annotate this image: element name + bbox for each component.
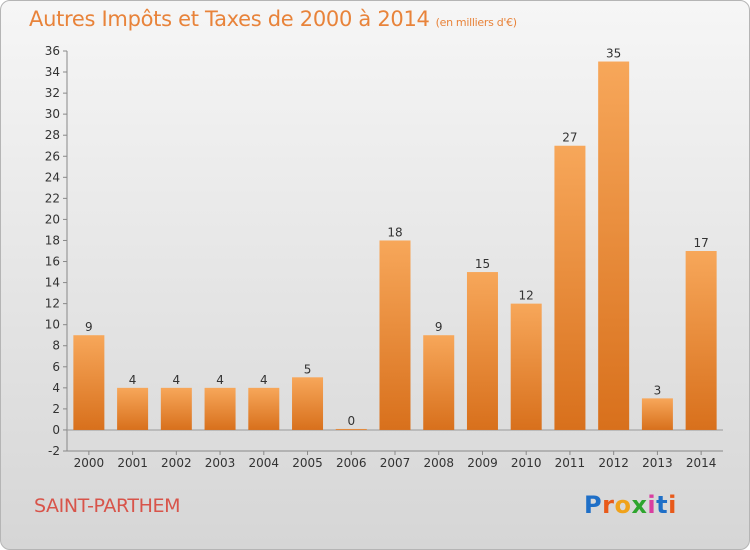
y-tick-label: 36	[45, 44, 60, 58]
value-label: 5	[304, 362, 312, 376]
x-tick-label: 2014	[686, 456, 717, 470]
bar	[641, 398, 673, 430]
bar	[117, 387, 149, 430]
x-tick-label: 2012	[598, 456, 629, 470]
x-tick-label: 2013	[642, 456, 673, 470]
y-tick-label: 12	[45, 297, 60, 311]
bar	[510, 303, 542, 430]
value-label: 4	[173, 373, 181, 387]
value-label: 15	[475, 257, 490, 271]
bar	[379, 240, 411, 430]
value-label: 4	[260, 373, 268, 387]
y-tick-label: 30	[45, 107, 60, 121]
y-tick-label: 10	[45, 318, 60, 332]
value-label: 3	[654, 383, 662, 397]
y-tick-label: 2	[52, 402, 60, 416]
bar	[598, 61, 630, 430]
y-tick-label: 14	[45, 276, 60, 290]
logo-letter: i	[647, 491, 657, 519]
y-tick-label: 20	[45, 212, 60, 226]
logo-letter: x	[631, 491, 648, 519]
value-label: 12	[519, 289, 534, 303]
bar	[335, 428, 367, 430]
x-tick-label: 2011	[555, 456, 586, 470]
y-tick-label: 0	[52, 423, 60, 437]
y-tick-label: 6	[52, 360, 60, 374]
x-tick-label: 2009	[467, 456, 498, 470]
y-tick-label: 8	[52, 339, 60, 353]
value-label: 17	[693, 236, 708, 250]
value-label: 0	[347, 414, 355, 428]
y-tick-label: 18	[45, 233, 60, 247]
y-tick-label: 26	[45, 149, 60, 163]
bar	[204, 387, 236, 430]
proxiti-logo: Proxiti	[584, 491, 677, 519]
y-tick-label: 24	[45, 170, 60, 184]
x-tick-label: 2003	[205, 456, 236, 470]
x-tick-label: 2002	[161, 456, 192, 470]
value-label: 9	[85, 320, 93, 334]
x-tick-label: 2000	[74, 456, 105, 470]
value-label: 18	[387, 225, 402, 239]
chart-title-text: Autres Impôts et Taxes de 2000 à 2014	[29, 7, 430, 31]
logo-letter: r	[602, 491, 615, 519]
logo-letter: i	[668, 491, 677, 519]
chart-title: Autres Impôts et Taxes de 2000 à 2014 (en…	[29, 7, 517, 31]
y-tick-label: 16	[45, 255, 60, 269]
bar	[554, 145, 586, 430]
y-tick-label: -2	[48, 444, 60, 458]
value-label: 4	[216, 373, 224, 387]
city-name: SAINT-PARTHEM	[34, 495, 181, 517]
y-tick-label: 28	[45, 128, 60, 142]
logo-letter: o	[614, 491, 632, 519]
bar	[73, 335, 105, 430]
x-tick-label: 2008	[423, 456, 454, 470]
bar	[160, 387, 192, 430]
value-label: 4	[129, 373, 137, 387]
x-tick-label: 2001	[117, 456, 148, 470]
chart-bars	[73, 61, 717, 430]
x-tick-label: 2004	[249, 456, 280, 470]
bar	[423, 335, 455, 430]
logo-letter: P	[584, 491, 603, 519]
bar	[466, 272, 498, 430]
bar	[292, 377, 324, 430]
value-label: 35	[606, 47, 621, 61]
y-tick-label: 34	[45, 65, 60, 79]
x-tick-label: 2005	[292, 456, 323, 470]
logo-letter: t	[656, 491, 669, 519]
y-tick-label: 4	[52, 381, 60, 395]
x-tick-label: 2006	[336, 456, 367, 470]
value-label: 27	[562, 131, 577, 145]
y-tick-label: 22	[45, 191, 60, 205]
bar	[248, 387, 280, 430]
bar	[685, 251, 717, 430]
chart-labels: 9 2000 4 2001 4 2002 4 2003 4 2004 5 2005 0 2006 18 200…	[74, 47, 717, 470]
y-tick-label: 32	[45, 86, 60, 100]
value-label: 9	[435, 320, 443, 334]
x-tick-label: 2007	[380, 456, 411, 470]
chart-subtitle: (en milliers d'€)	[435, 16, 517, 29]
x-tick-label: 2010	[511, 456, 542, 470]
